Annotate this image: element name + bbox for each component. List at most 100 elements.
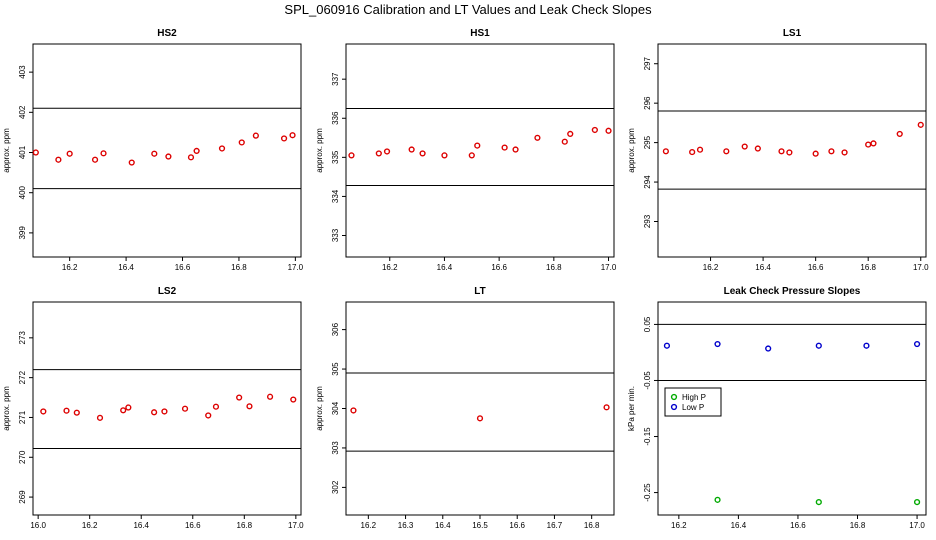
y-tick-label: 334	[331, 189, 340, 203]
x-tick-label: 16.6	[491, 263, 507, 272]
x-tick-label: 17.0	[601, 263, 617, 272]
data-point	[408, 146, 415, 153]
y-tick-label: 297	[643, 57, 652, 71]
plot-ls1: LS1 approx. ppm 16.2 16.4 16.6 16.8 17.0 293 294…	[627, 28, 929, 272]
x-tick-label: 16.2	[671, 521, 687, 530]
data-point	[561, 138, 568, 145]
data-point	[187, 154, 195, 161]
x-tick-label: 16.8	[850, 521, 866, 530]
page-title: SPL_060916 Calibration and LT Values and…	[284, 2, 652, 17]
y-tick-label: 305	[331, 362, 340, 376]
data-point	[754, 145, 761, 152]
data-point	[40, 408, 47, 415]
y-tick-label: 402	[18, 105, 27, 119]
data-point	[73, 409, 80, 416]
data-point	[383, 148, 391, 155]
y-tick-label: 295	[643, 135, 652, 149]
y-tick-label: 401	[18, 145, 27, 159]
data-point	[193, 147, 200, 155]
data-point	[165, 153, 172, 160]
data-point	[662, 148, 669, 155]
plot-frame	[657, 43, 927, 258]
x-tick-label: 16.6	[175, 263, 191, 272]
data-point	[870, 140, 877, 147]
data-point	[205, 412, 212, 419]
data-point	[591, 126, 598, 134]
data-point	[501, 144, 508, 151]
y-tick-label: 293	[643, 214, 652, 228]
plot-frame	[345, 301, 615, 516]
data-point	[66, 150, 73, 157]
data-point	[125, 404, 132, 411]
data-point	[917, 121, 924, 128]
data-point	[252, 132, 259, 139]
x-tick-label: 17.0	[288, 521, 304, 530]
data-point	[689, 148, 696, 156]
data-point	[280, 135, 288, 142]
data-point	[778, 148, 785, 155]
data-point	[741, 143, 748, 150]
legend-entry-label: High P	[682, 393, 706, 402]
data-point	[128, 159, 135, 166]
y-tick-label: 306	[331, 322, 340, 336]
y-tick-label: 302	[331, 480, 340, 494]
data-point	[100, 150, 107, 157]
plot-frame	[32, 43, 302, 258]
data-point	[828, 148, 835, 155]
data-point	[913, 340, 921, 348]
legend-marker	[670, 393, 678, 401]
y-tick-label: 273	[18, 331, 27, 345]
x-tick-label: 16.6	[509, 521, 525, 530]
data-point	[348, 152, 355, 159]
data-point	[91, 156, 99, 163]
data-point	[32, 149, 39, 156]
y-tick-label: 0.05	[643, 316, 652, 332]
data-point	[714, 496, 721, 503]
x-tick-label: 16.8	[584, 521, 600, 530]
plot-leak: Leak Check Pressure Slopes kPa per min. 16…	[627, 286, 927, 530]
x-tick-label: 16.6	[790, 521, 806, 530]
legend-entry-label: Low P	[682, 403, 704, 412]
y-tick-label: -0.05	[643, 371, 652, 390]
y-axis-label: kPa per min.	[627, 386, 636, 431]
data-point	[786, 149, 793, 156]
data-point	[474, 142, 481, 149]
plot-hs2: HS2 approx. ppm 16.2 16.4 16.6 16.8 17.0 399 400…	[2, 28, 304, 272]
data-point	[512, 146, 519, 153]
x-tick-label: 16.4	[437, 263, 453, 272]
plot-title: HS2	[157, 28, 177, 39]
y-tick-label: 304	[331, 401, 340, 415]
plot-title: LS1	[783, 28, 802, 39]
x-tick-label: 16.5	[472, 521, 488, 530]
data-point	[534, 134, 541, 141]
data-point	[151, 409, 158, 416]
x-tick-label: 16.2	[361, 521, 377, 530]
data-point	[238, 139, 245, 146]
data-point	[765, 345, 772, 352]
x-tick-label: 16.2	[82, 521, 98, 530]
y-tick-label: 296	[643, 96, 652, 110]
data-point	[865, 141, 872, 148]
y-tick-label: 270	[18, 450, 27, 464]
data-point	[419, 150, 426, 157]
x-tick-label: 16.2	[62, 263, 78, 272]
data-point	[290, 396, 297, 403]
plot-title: LS2	[158, 286, 177, 297]
y-axis-label: approx. ppm	[2, 128, 11, 173]
y-tick-label: 335	[331, 150, 340, 164]
data-point	[375, 150, 382, 157]
x-tick-label: 17.0	[913, 263, 929, 272]
y-tick-label: 403	[18, 65, 27, 79]
x-tick-label: 16.6	[808, 263, 824, 272]
data-point	[55, 156, 62, 163]
data-point	[266, 393, 274, 400]
y-tick-label: 303	[331, 441, 340, 455]
plot-frame	[657, 301, 927, 516]
plot-title: HS1	[470, 28, 490, 39]
y-tick-label: 294	[643, 175, 652, 189]
data-point	[468, 152, 475, 159]
x-tick-label: 16.2	[703, 263, 719, 272]
x-tick-label: 16.3	[398, 521, 414, 530]
y-axis-label: approx. ppm	[627, 128, 636, 173]
